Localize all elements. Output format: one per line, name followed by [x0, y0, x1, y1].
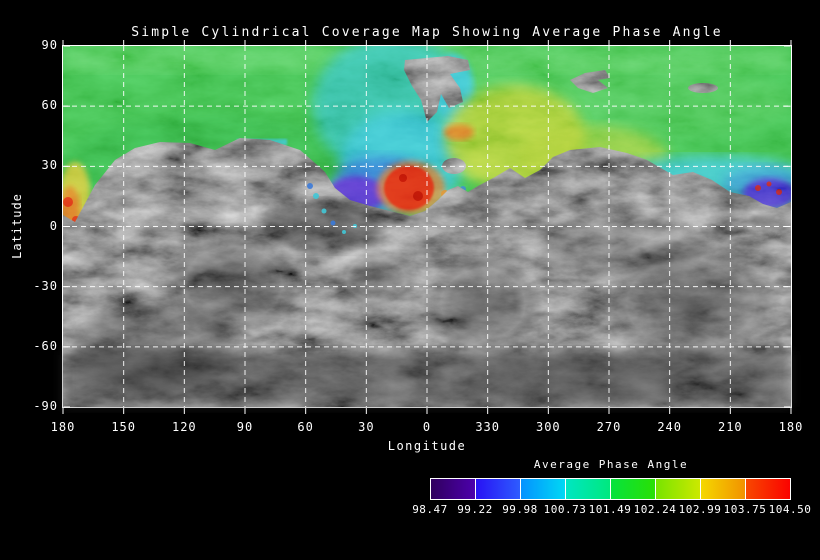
x-tick-label: 330 [475, 420, 500, 434]
colorbar-segment [566, 479, 611, 499]
colorbar-tick-label: 101.49 [588, 503, 632, 516]
x-tick-label: 150 [111, 420, 136, 434]
y-tick-label: -90 [33, 399, 58, 413]
colorbar-tick-label: 102.99 [678, 503, 722, 516]
y-tick-label: 30 [41, 158, 58, 173]
coverage-gaps [404, 56, 718, 174]
colorbar-tick-label: 99.98 [502, 503, 538, 516]
chart-title: Simple Cylindrical Coverage Map Showing … [131, 25, 723, 40]
colorbar-title: Average Phase Angle [533, 458, 689, 471]
x-tick-label: 90 [236, 420, 254, 434]
map-plot-area [62, 40, 792, 414]
coverage-speckles [307, 183, 357, 234]
x-tick-label: 30 [358, 420, 375, 434]
y-tick-label: 60 [41, 98, 58, 113]
x-tick-label: 300 [535, 420, 561, 434]
colorbar-segment [701, 479, 746, 499]
x-tick-label: 180 [778, 420, 804, 434]
grid-layer [62, 40, 792, 414]
x-tick-label: 60 [297, 420, 314, 434]
colorbar-tick-label: 102.24 [633, 503, 677, 516]
x-tick-label: 0 [422, 420, 432, 434]
x-tick-label: 120 [171, 420, 197, 434]
colorbar-segment [431, 479, 476, 499]
colorbar-segment [611, 479, 656, 499]
y-axis-title: Latitude [10, 193, 24, 259]
colorbar-tick-label: 98.47 [412, 503, 448, 516]
x-tick-label: 180 [50, 420, 76, 434]
x-axis-title: Longitude [387, 439, 467, 453]
colorbar-segment [656, 479, 701, 499]
x-tick-label: 270 [596, 420, 622, 434]
colorbar-segment [746, 479, 790, 499]
colorbar-tick-label: 104.50 [768, 503, 812, 516]
coverage-map [62, 40, 792, 414]
x-tick-label: 240 [657, 420, 682, 434]
colorbar-segment [521, 479, 566, 499]
colorbar-tick-label: 103.75 [723, 503, 767, 516]
colorbar-tick-label: 99.22 [457, 503, 493, 516]
colorbar-gradient-bar [430, 478, 791, 500]
y-tick-label: 90 [41, 38, 58, 52]
x-tick-label: 210 [717, 420, 743, 434]
colorbar-tick-label: 100.73 [543, 503, 587, 516]
y-tick-label: -60 [33, 338, 58, 353]
colorbar-segment [476, 479, 521, 499]
y-tick-label: -30 [33, 278, 58, 293]
